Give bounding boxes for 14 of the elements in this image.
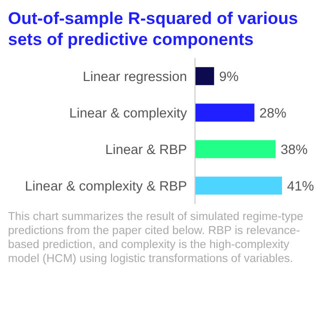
chart-title: Out-of-sample R-squared of various sets of predictive components	[8, 8, 299, 50]
y-tick-label: Linear regression	[82, 69, 187, 84]
y-tick-label: Linear & complexity	[69, 106, 188, 121]
data-label: 9%	[219, 68, 239, 84]
y-tick-label: Linear & complexity & RBP	[24, 178, 187, 194]
data-label: 38%	[280, 142, 308, 157]
text: This chart summarizes the result of simulated regime-type predictions from the paper cited below. RBP is relevance-based prediction, and complexity is the high-complexity model (HCM) using logistic transformations of variables.	[8, 210, 304, 266]
y-tick-label: Linear & RBP	[105, 142, 187, 158]
bar	[195, 176, 282, 195]
data-label: 28%	[259, 105, 286, 120]
bar	[195, 67, 214, 86]
data-label: 41%	[287, 178, 314, 194]
bar	[195, 140, 276, 158]
bar	[195, 104, 254, 122]
